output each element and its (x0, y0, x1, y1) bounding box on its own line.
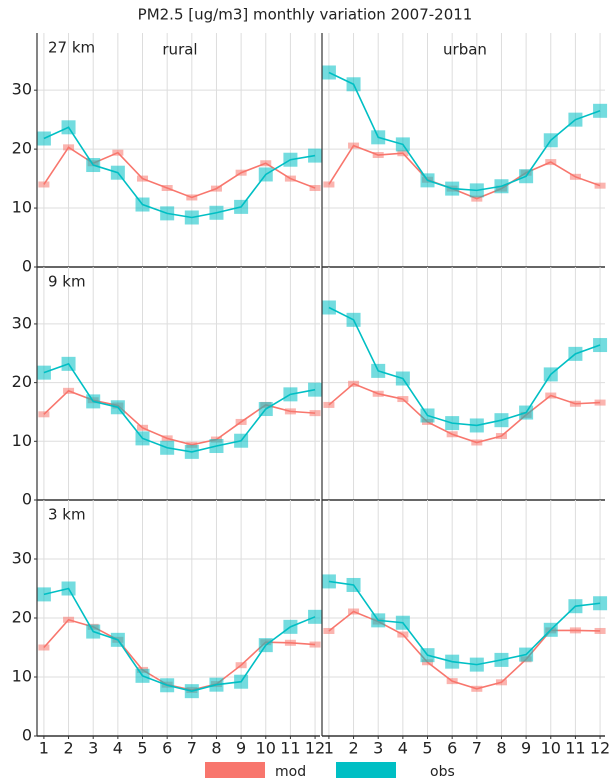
x-tick-label: 7 (472, 739, 482, 758)
x-tick-label: 2 (63, 739, 73, 758)
x-tick-label: 8 (211, 739, 221, 758)
y-tick-label: 10 (12, 667, 32, 686)
y-tick-label: 20 (12, 139, 32, 158)
panel-label: 27 km (48, 39, 95, 57)
x-tick-label: 3 (373, 739, 383, 758)
legend-label: obs (430, 764, 455, 780)
series-line (328, 71, 601, 192)
x-tick-label: 6 (162, 739, 172, 758)
x-tick-label: 4 (398, 739, 408, 758)
panel-label: 3 km (48, 506, 86, 524)
series-line (43, 146, 316, 199)
x-tick-label: 9 (236, 739, 246, 758)
y-tick-label: 0 (22, 490, 32, 509)
series-line (43, 126, 316, 219)
series-line (328, 580, 601, 666)
series-line (328, 144, 601, 200)
x-tick-label: 7 (187, 739, 197, 758)
x-tick-label: 3 (88, 739, 98, 758)
series-line (43, 618, 316, 691)
legend-swatch (336, 762, 396, 778)
y-tick-label: 30 (12, 313, 32, 332)
x-tick-label: 12 (305, 739, 325, 758)
y-tick-label: 0 (22, 726, 32, 745)
x-tick-label: 11 (565, 739, 585, 758)
y-tick-label: 10 (12, 431, 32, 450)
series-line (328, 306, 601, 427)
y-tick-label: 30 (12, 80, 32, 99)
x-tick-label: 2 (348, 739, 358, 758)
x-tick-label: 1 (39, 739, 49, 758)
x-tick-label: 9 (521, 739, 531, 758)
legend-swatch (205, 762, 265, 778)
x-tick-label: 5 (137, 739, 147, 758)
x-tick-label: 12 (590, 739, 610, 758)
x-tick-label: 10 (541, 739, 561, 758)
series-line (43, 389, 316, 446)
chart-title: PM2.5 [ug/m3] monthly variation 2007-201… (138, 6, 473, 24)
y-tick-label: 30 (12, 549, 32, 568)
series-line (43, 362, 316, 453)
x-tick-label: 5 (422, 739, 432, 758)
series-line (43, 587, 316, 692)
y-tick-label: 10 (12, 198, 32, 217)
x-tick-label: 4 (113, 739, 123, 758)
x-tick-label: 11 (280, 739, 300, 758)
series-line (328, 382, 601, 444)
x-tick-label: 6 (447, 739, 457, 758)
facet-label: urban (443, 41, 487, 59)
x-tick-label: 8 (496, 739, 506, 758)
y-tick-label: 20 (12, 372, 32, 391)
x-tick-label: 10 (256, 739, 276, 758)
panel-label: 9 km (48, 273, 86, 291)
x-tick-label: 1 (324, 739, 334, 758)
y-tick-label: 20 (12, 608, 32, 627)
legend-label: mod (275, 764, 306, 780)
facet-label: rural (162, 41, 197, 59)
y-tick-label: 0 (22, 257, 32, 276)
